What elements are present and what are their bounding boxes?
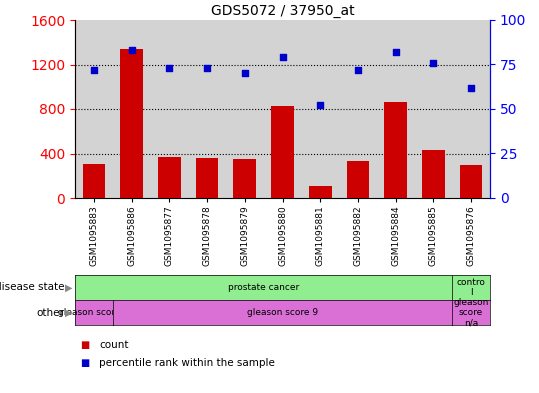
Point	[165, 65, 174, 71]
Point	[429, 60, 438, 66]
Bar	[120, 49, 143, 198]
Text: ■: ■	[80, 340, 89, 350]
Bar	[271, 106, 294, 198]
Bar	[422, 150, 445, 198]
Point	[391, 49, 400, 55]
Title: GDS5072 / 37950_at: GDS5072 / 37950_at	[211, 4, 354, 18]
Point	[316, 102, 324, 108]
Text: gleason
score
n/a: gleason score n/a	[453, 298, 489, 327]
Text: other: other	[36, 307, 64, 318]
Text: disease state: disease state	[0, 283, 64, 292]
Point	[354, 67, 362, 73]
Bar	[347, 161, 369, 198]
Text: gleason score 8: gleason score 8	[58, 308, 129, 317]
Text: ■: ■	[80, 358, 89, 368]
Bar	[233, 159, 256, 198]
Bar	[384, 102, 407, 198]
Bar	[309, 186, 331, 198]
Point	[240, 70, 249, 77]
Text: contro
l: contro l	[457, 278, 486, 297]
Bar	[158, 157, 181, 198]
Bar	[460, 165, 482, 198]
Point	[203, 65, 211, 71]
Text: ▶: ▶	[65, 283, 72, 292]
Point	[467, 84, 475, 91]
Bar	[82, 163, 105, 198]
Bar	[196, 158, 218, 198]
Text: ▶: ▶	[65, 307, 72, 318]
Text: percentile rank within the sample: percentile rank within the sample	[99, 358, 275, 368]
Point	[127, 47, 136, 53]
Text: count: count	[99, 340, 129, 350]
Text: prostate cancer: prostate cancer	[228, 283, 299, 292]
Text: gleason score 9: gleason score 9	[247, 308, 318, 317]
Point	[278, 54, 287, 61]
Point	[89, 67, 98, 73]
